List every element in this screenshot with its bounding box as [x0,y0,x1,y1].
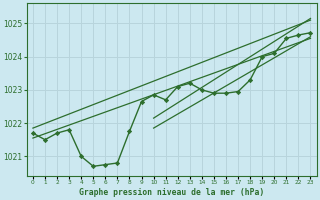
X-axis label: Graphe pression niveau de la mer (hPa): Graphe pression niveau de la mer (hPa) [79,188,264,197]
